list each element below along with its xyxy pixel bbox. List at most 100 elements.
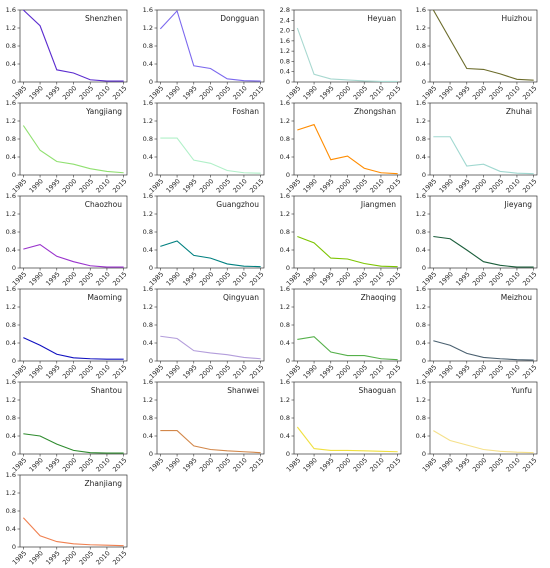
x-tick-label: 2000 [471, 363, 488, 380]
y-tick-label: 1.2 [143, 117, 153, 125]
x-tick-label: 2000 [61, 270, 78, 287]
y-tick-label: 0 [12, 78, 16, 86]
x-tick-label: 1995 [318, 177, 335, 194]
x-tick-label: 2015 [521, 363, 538, 380]
y-tick-label: 0.4 [6, 432, 16, 440]
data-line [23, 337, 124, 360]
data-line [160, 335, 261, 360]
x-tick-label: 2000 [471, 456, 488, 473]
y-tick-label: 1.2 [416, 24, 426, 32]
x-tick-label: 1995 [181, 270, 198, 287]
x-tick-label: 2010 [368, 363, 385, 380]
x-tick-label: 2005 [488, 270, 505, 287]
data-line [23, 244, 124, 268]
x-tick-label: 1990 [28, 549, 45, 566]
panel-title: Qingyuan [223, 293, 259, 302]
x-tick-label: 1990 [438, 270, 455, 287]
data-line [160, 430, 261, 454]
x-tick-label: 2005 [488, 177, 505, 194]
y-tick-label: 0.8 [6, 228, 16, 236]
y-tick-label: 1.6 [143, 6, 153, 14]
x-tick-label: 2010 [368, 177, 385, 194]
y-tick-label: 0.8 [6, 42, 16, 50]
y-tick-label: 0.4 [6, 246, 16, 254]
x-tick-label: 2010 [504, 363, 521, 380]
y-tick-label: 0 [12, 450, 16, 458]
x-tick-label: 1995 [318, 270, 335, 287]
x-tick-label: 2005 [78, 456, 95, 473]
x-tick-label: 2000 [335, 456, 352, 473]
x-tick-label: 1995 [318, 84, 335, 101]
y-tick-label: 1.6 [416, 192, 426, 200]
y-tick-label: 0 [12, 357, 16, 365]
y-tick-label: 0 [149, 78, 153, 86]
y-tick-label: 0.4 [143, 432, 153, 440]
x-tick-label: 2000 [335, 363, 352, 380]
x-tick-label: 2005 [78, 84, 95, 101]
x-tick-label: 1985 [285, 456, 302, 473]
y-tick-label: 0.8 [143, 321, 153, 329]
y-tick-label: 1.6 [6, 99, 16, 107]
x-tick-label: 2005 [352, 363, 369, 380]
x-tick-label: 1990 [302, 177, 319, 194]
y-tick-label: 1.2 [280, 117, 290, 125]
x-tick-label: 1995 [181, 363, 198, 380]
x-tick-label: 2015 [248, 177, 265, 194]
x-tick-label: 2000 [471, 84, 488, 101]
x-tick-label: 2000 [61, 549, 78, 566]
x-tick-label: 1990 [28, 363, 45, 380]
x-tick-label: 2000 [335, 270, 352, 287]
x-tick-label: 2000 [198, 363, 215, 380]
panel-title: Dongguan [220, 14, 259, 23]
y-tick-label: 1.2 [280, 210, 290, 218]
y-tick-label: 0.8 [416, 42, 426, 50]
x-tick-label: 1990 [28, 456, 45, 473]
x-tick-label: 2005 [78, 549, 95, 566]
x-tick-label: 1995 [44, 84, 61, 101]
x-tick-label: 1995 [318, 363, 335, 380]
y-tick-label: 0.8 [416, 228, 426, 236]
x-tick-label: 2015 [385, 177, 402, 194]
y-tick-label: 1.2 [416, 117, 426, 125]
x-tick-label: 1995 [454, 84, 471, 101]
y-tick-label: 0.8 [6, 321, 16, 329]
x-tick-label: 2010 [504, 270, 521, 287]
x-tick-label: 2000 [61, 363, 78, 380]
x-tick-label: 2010 [94, 549, 111, 566]
x-tick-label: 2010 [231, 84, 248, 101]
x-tick-label: 2015 [248, 84, 265, 101]
y-tick-label: 1.2 [6, 210, 16, 218]
y-tick-label: 0 [12, 264, 16, 272]
x-tick-label: 2005 [215, 456, 232, 473]
data-line [432, 9, 534, 81]
y-tick-label: 0 [149, 264, 153, 272]
y-tick-label: 1.6 [280, 99, 290, 107]
y-tick-label: 1.6 [280, 285, 290, 293]
x-tick-label: 2010 [504, 456, 521, 473]
x-tick-label: 2015 [385, 84, 402, 101]
y-tick-label: 2.4 [280, 16, 290, 24]
x-tick-label: 2015 [111, 84, 128, 101]
x-tick-label: 2010 [231, 177, 248, 194]
y-tick-label: 1.6 [6, 378, 16, 386]
y-tick-label: 0 [422, 357, 426, 365]
x-tick-label: 1995 [454, 363, 471, 380]
panel-title: Chaozhou [85, 200, 122, 209]
data-line [433, 340, 534, 361]
x-tick-label: 2015 [521, 177, 538, 194]
y-tick-label: 0.4 [280, 153, 290, 161]
y-tick-label: 0 [422, 171, 426, 179]
x-tick-label: 2005 [352, 270, 369, 287]
panel-title: Jiangmen [360, 200, 396, 209]
y-tick-label: 0.8 [280, 135, 290, 143]
y-tick-label: 0 [149, 450, 153, 458]
panel-title: Maoming [87, 293, 122, 302]
x-tick-label: 1990 [28, 177, 45, 194]
panel-title: Shaoguan [358, 386, 396, 395]
y-tick-label: 0.8 [143, 414, 153, 422]
x-tick-label: 2015 [111, 363, 128, 380]
y-tick-label: 0.8 [143, 135, 153, 143]
y-tick-label: 0.8 [280, 228, 290, 236]
y-tick-label: 1.2 [143, 396, 153, 404]
